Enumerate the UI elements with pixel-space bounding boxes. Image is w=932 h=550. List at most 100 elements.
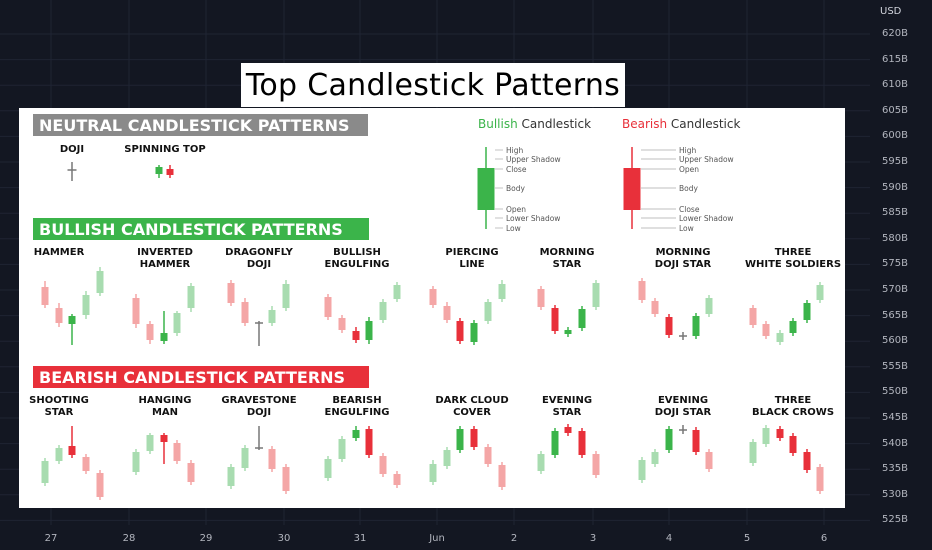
candle <box>282 464 290 494</box>
pattern-label-line2: ENGULFING <box>324 259 390 270</box>
time-label: 5 <box>743 533 751 544</box>
legend-part-bullish: Low <box>506 224 521 233</box>
price-label: 575B <box>882 258 908 270</box>
dragonfly-doji <box>255 321 263 346</box>
pattern-label-bullish: THREE WHITE SOLDIERS <box>745 247 841 271</box>
pattern-label-bearish: BEARISH ENGULFING <box>324 395 389 419</box>
pattern-label-line1: GRAVESTONE <box>221 395 297 406</box>
price-label: 580B <box>882 232 908 244</box>
time-label: 29 <box>199 533 213 544</box>
neutral-banner: NEUTRAL CANDLESTICK PATTERNS <box>33 114 368 136</box>
pattern-label-spinning-top: SPINNING TOP <box>124 144 206 155</box>
pattern-label-line2: ENGULFING <box>324 407 390 418</box>
candle <box>146 433 154 454</box>
pattern-label-bullish: MORNING DOJI STAR <box>655 247 711 271</box>
candle <box>96 470 104 500</box>
candle <box>187 283 195 312</box>
price-label: 540B <box>882 437 908 449</box>
candle <box>498 462 506 490</box>
candle <box>393 471 401 488</box>
candle <box>665 314 673 338</box>
bearish-banner: BEARISH CANDLESTICK PATTERNS <box>33 366 369 388</box>
candle <box>55 303 63 327</box>
legend-part-bullish: Upper Shadow <box>506 155 561 164</box>
pattern-label-line2: STAR <box>552 407 582 418</box>
doji-example <box>67 162 77 181</box>
candle <box>429 460 437 485</box>
pattern-label-line1: EVENING <box>657 395 709 406</box>
candle <box>365 317 373 344</box>
legend-bearish-word: Bearish <box>622 117 668 131</box>
pattern-label-line2: WHITE SOLDIERS <box>744 259 842 270</box>
legend-bearish-title: Bearish Candlestick <box>622 117 740 131</box>
price-axis[interactable]: USD 620B 615B 610B 605B 600B 595B 590B 585B 580B… <box>870 0 932 530</box>
morning-doji <box>679 332 687 340</box>
pattern-label-line1: HAMMER <box>33 247 85 258</box>
candle <box>470 320 478 345</box>
candle <box>692 313 700 339</box>
candle <box>551 305 559 334</box>
time-label: 30 <box>277 533 291 544</box>
candle <box>537 451 545 474</box>
title-box[interactable]: Top Candlestick Patterns <box>241 63 625 107</box>
candle <box>268 446 276 472</box>
pattern-label-line2: BLACK CROWS <box>751 407 835 418</box>
pattern-label-line1: DARK CLOUD <box>435 395 509 406</box>
candle <box>456 426 464 453</box>
pattern-label-line2: STAR <box>44 407 74 418</box>
pattern-label-line2: DOJI <box>246 259 272 270</box>
evening-doji <box>679 425 687 434</box>
price-label: 555B <box>882 360 908 372</box>
candle <box>173 311 181 336</box>
pattern-label-bullish: INVERTED HAMMER <box>137 247 193 271</box>
candle <box>803 449 811 473</box>
pattern-label-bullish: BULLISH ENGULFING <box>324 247 389 271</box>
legend-part-bearish: Lower Shadow <box>679 214 734 223</box>
candle <box>379 299 387 323</box>
pattern-label-bearish: SHOOTING STAR <box>29 395 89 419</box>
pattern-label-bearish: DARK CLOUD COVER <box>435 395 508 419</box>
candle <box>68 314 76 345</box>
candle <box>324 294 332 320</box>
candle <box>41 281 49 308</box>
legend-part-bullish: Open <box>506 205 527 214</box>
legend-bullish-candle <box>477 147 495 229</box>
price-label: 585B <box>882 207 908 219</box>
pattern-label-line2: STAR <box>552 259 582 270</box>
candle <box>803 300 811 323</box>
candle <box>324 456 332 481</box>
legend-bullish-word: Bullish <box>478 117 518 131</box>
candle <box>352 327 360 343</box>
candle <box>365 426 373 458</box>
price-label: 525B <box>882 514 908 526</box>
legend-part-bearish: Body <box>679 184 698 193</box>
candle <box>789 433 797 456</box>
time-label: 28 <box>122 533 136 544</box>
price-label: 620B <box>882 28 908 39</box>
bullish-banner: BULLISH CANDLESTICK PATTERNS <box>33 218 369 240</box>
candle <box>82 454 90 474</box>
candle <box>816 282 824 303</box>
price-label: 610B <box>882 79 908 91</box>
candlestick-patterns-card[interactable]: NEUTRAL CANDLESTICK PATTERNS DOJI SPINNI… <box>19 108 845 508</box>
currency-label: USD <box>880 6 902 17</box>
pattern-label-line2: LINE <box>459 259 485 270</box>
candle <box>173 440 181 464</box>
pattern-label-bearish: EVENING STAR <box>542 395 592 419</box>
legend-part-bearish: Close <box>679 205 700 214</box>
candle <box>592 451 600 478</box>
candle <box>749 439 757 466</box>
candle <box>470 426 478 450</box>
pattern-label-line1: MORNING <box>655 247 711 258</box>
pattern-label-line1: EVENING <box>541 395 593 406</box>
pattern-label-bearish: THREE BLACK CROWS <box>752 395 834 419</box>
pattern-label-bearish: HANGING MAN <box>139 395 192 419</box>
candle <box>638 457 646 483</box>
candle <box>651 298 659 317</box>
candle <box>749 305 757 328</box>
candle <box>96 267 104 296</box>
pattern-label-line2: DOJI STAR <box>654 407 712 418</box>
price-label: 560B <box>882 335 908 347</box>
candle <box>241 445 249 471</box>
candlestick-glyphs <box>41 147 824 500</box>
